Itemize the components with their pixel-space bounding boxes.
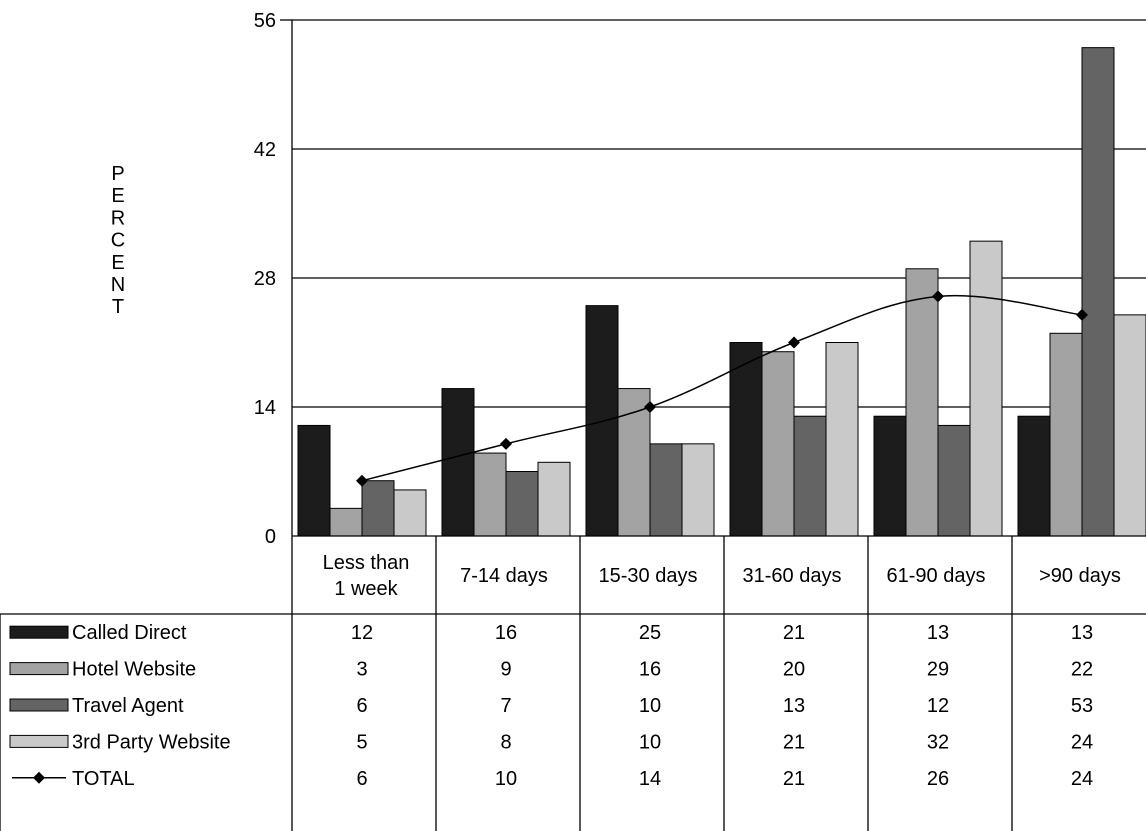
y-axis-ticks: 0 14 28 42 56 bbox=[254, 10, 276, 548]
y-axis-label-letter: E bbox=[111, 185, 124, 207]
table-cell-value: 13 bbox=[927, 622, 949, 644]
bar-travel-agent bbox=[793, 415, 827, 537]
total-line-series bbox=[356, 290, 1088, 487]
bar-hotel-website bbox=[1049, 332, 1083, 537]
table-cell-value: 29 bbox=[927, 659, 949, 681]
table-cell-value: 24 bbox=[1071, 731, 1093, 753]
y-tick-label: 0 bbox=[265, 526, 276, 548]
total-point bbox=[932, 290, 944, 303]
data-table: Less than 1 week 7-14 days 15-30 days 31-60 … bbox=[0, 536, 1146, 831]
bar-3rd-party-website bbox=[969, 240, 1003, 537]
y-axis-label-letter: P bbox=[111, 163, 124, 185]
bar-travel-agent bbox=[505, 471, 539, 537]
total-point bbox=[644, 401, 656, 413]
table-cell-value: 20 bbox=[783, 659, 805, 681]
y-tick-label: 56 bbox=[254, 10, 276, 32]
table-cell-value: 14 bbox=[639, 768, 661, 790]
bar-travel-agent bbox=[361, 480, 395, 537]
legend-swatch bbox=[9, 734, 69, 748]
table-cell-value: 9 bbox=[500, 659, 511, 681]
legend-label: Hotel Website bbox=[72, 659, 196, 681]
category-label: 31-60 days bbox=[743, 565, 842, 587]
category-label: 15-30 days bbox=[599, 565, 698, 587]
bar-travel-agent bbox=[1081, 47, 1115, 537]
bar-3rd-party-website bbox=[537, 461, 571, 537]
total-point bbox=[1076, 308, 1088, 321]
table-cell-value: 22 bbox=[1071, 659, 1093, 681]
category-label: 1 week bbox=[334, 578, 398, 600]
y-axis-label-letter: E bbox=[111, 252, 124, 274]
total-point bbox=[788, 336, 800, 349]
table-cell-value: 7 bbox=[500, 695, 511, 717]
table-cell-value: 8 bbox=[500, 731, 511, 753]
table-cell-value: 10 bbox=[639, 695, 661, 717]
table-cell-value: 25 bbox=[639, 622, 661, 644]
bars bbox=[297, 47, 1146, 537]
y-axis-label-letter: T bbox=[112, 296, 124, 318]
legend-label: TOTAL bbox=[72, 768, 135, 790]
table-cell-value: 32 bbox=[927, 731, 949, 753]
table-cell-value: 53 bbox=[1071, 695, 1093, 717]
y-axis-label-letter: N bbox=[111, 274, 125, 296]
y-tick-label: 28 bbox=[254, 268, 276, 290]
bar-3rd-party-website bbox=[393, 489, 427, 537]
y-tick-label: 42 bbox=[254, 139, 276, 161]
table-cell-value: 26 bbox=[927, 768, 949, 790]
table-cell-value: 21 bbox=[783, 768, 805, 790]
table-cell-value: 16 bbox=[495, 622, 517, 644]
category-label: Less than bbox=[323, 552, 410, 574]
bar-called-direct bbox=[441, 388, 475, 537]
bar-hotel-website bbox=[329, 507, 363, 537]
bar-called-direct bbox=[1017, 415, 1051, 537]
category-label: >90 days bbox=[1039, 565, 1121, 587]
bar-3rd-party-website bbox=[681, 443, 715, 537]
total-line bbox=[361, 294, 1083, 482]
y-axis-label-letter: R bbox=[111, 207, 125, 229]
bar-hotel-website bbox=[617, 388, 651, 537]
table-cell-value: 10 bbox=[495, 768, 517, 790]
total-point bbox=[356, 474, 368, 487]
y-tick-label: 14 bbox=[254, 397, 276, 419]
bar-hotel-website bbox=[905, 268, 939, 537]
legend-swatch bbox=[9, 698, 69, 712]
gridlines bbox=[292, 19, 1146, 408]
y-axis-label-letter: C bbox=[111, 230, 125, 252]
table-cell-value: 16 bbox=[639, 659, 661, 681]
bar-called-direct bbox=[873, 415, 907, 537]
table-cell-value: 12 bbox=[927, 695, 949, 717]
category-label: 61-90 days bbox=[887, 565, 986, 587]
table-cell-value: 6 bbox=[356, 695, 367, 717]
legend-label: Called Direct bbox=[72, 622, 187, 644]
legend-label: 3rd Party Website bbox=[72, 731, 231, 753]
table-cell-value: 10 bbox=[639, 731, 661, 753]
table-cell-value: 13 bbox=[783, 695, 805, 717]
table-cell-value: 12 bbox=[351, 622, 373, 644]
table-cell-value: 3 bbox=[356, 659, 367, 681]
bar-3rd-party-website bbox=[825, 342, 859, 537]
bar-travel-agent bbox=[649, 443, 683, 537]
bar-called-direct bbox=[297, 424, 331, 537]
bar-hotel-website bbox=[473, 452, 507, 537]
total-point bbox=[500, 437, 512, 450]
table-cell-value: 21 bbox=[783, 731, 805, 753]
table-cell-value: 6 bbox=[356, 768, 367, 790]
bar-3rd-party-website bbox=[1113, 314, 1146, 537]
category-label: 7-14 days bbox=[460, 565, 548, 587]
legend-marker bbox=[33, 771, 45, 784]
legend-label: Travel Agent bbox=[72, 695, 184, 717]
legend-swatch bbox=[9, 625, 69, 639]
legend-swatch bbox=[9, 662, 69, 676]
bar-hotel-website bbox=[761, 351, 795, 537]
table-cell-value: 5 bbox=[356, 731, 367, 753]
table-cell-value: 13 bbox=[1071, 622, 1093, 644]
bar-travel-agent bbox=[937, 424, 971, 537]
table-cell-value: 24 bbox=[1071, 768, 1093, 790]
axes bbox=[280, 19, 1146, 537]
table-cell-value: 21 bbox=[783, 622, 805, 644]
bar-called-direct bbox=[729, 342, 763, 537]
